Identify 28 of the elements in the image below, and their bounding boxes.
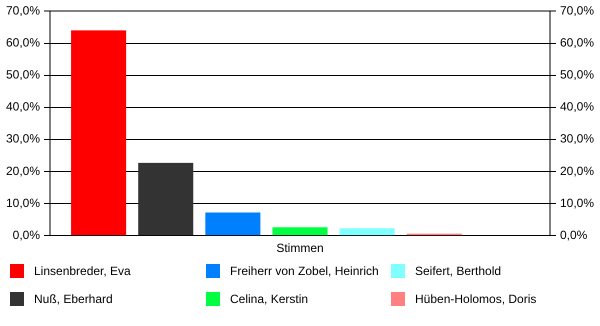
text: 0,0% <box>560 228 588 242</box>
text: 30,0% <box>560 132 594 146</box>
text: 70,0% <box>560 4 594 18</box>
y-tick-label: 0,0% <box>12 228 40 242</box>
y-tick-label: 30,0% <box>6 132 40 146</box>
text: 60,0% <box>560 36 594 50</box>
y-tick-label: 50,0% <box>6 68 40 82</box>
text: 40,0% <box>560 100 594 114</box>
y-tick-label: 40,0% <box>6 100 40 114</box>
legend-label: Hüben-Holomos, Doris <box>415 292 536 306</box>
bar <box>272 227 328 236</box>
legend-label: Nuß, Eberhard <box>34 292 113 306</box>
y-tick-label: 70,0% <box>6 4 40 18</box>
y-tick-label: 10,0% <box>6 196 40 210</box>
legend-label: Seifert, Berthold <box>415 264 502 278</box>
text: 10,0% <box>560 196 594 210</box>
text: 20,0% <box>560 164 594 178</box>
bar <box>138 162 194 236</box>
bar <box>205 212 260 236</box>
legend-label: Freiherr von Zobel, Heinrich <box>230 264 379 278</box>
x-tick-label: Stimmen <box>276 241 324 256</box>
text: 50,0% <box>560 68 594 82</box>
legend-label: Celina, Kerstin <box>230 292 308 306</box>
legend-label: Linsenbreder, Eva <box>34 264 131 278</box>
bar <box>71 30 126 236</box>
y-tick-label: 20,0% <box>6 164 40 178</box>
y-tick-label: 60,0% <box>6 36 40 50</box>
bar <box>340 228 395 236</box>
